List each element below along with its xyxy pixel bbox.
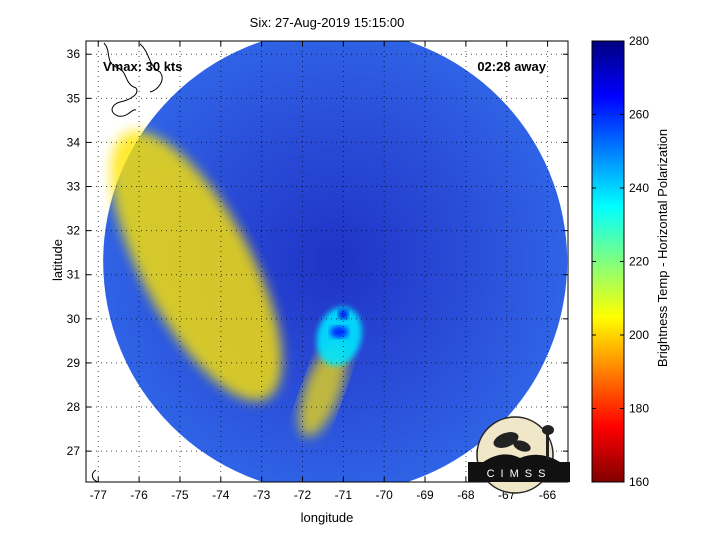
colorbar-tick-label: 200 xyxy=(629,328,649,342)
x-tick-label: -73 xyxy=(253,488,271,502)
y-axis: 27 28 29 30 31 32 33 34 35 36 xyxy=(67,47,568,458)
colorbar-label: Brightness Temp - Horizontal Polarizatio… xyxy=(655,129,670,367)
feature-cold-core-north xyxy=(338,309,349,320)
y-axis-label: latitude xyxy=(50,239,65,281)
y-tick-label: 29 xyxy=(67,356,81,370)
x-tick-label: -77 xyxy=(90,488,108,502)
coastline xyxy=(91,42,163,482)
feature-outer-band xyxy=(110,130,282,401)
y-tick-label: 35 xyxy=(67,91,81,105)
plot-area xyxy=(86,41,568,482)
colorbar-tick-label: 240 xyxy=(629,181,649,195)
colorbar-tick-label: 260 xyxy=(629,108,649,122)
y-tick-label: 33 xyxy=(67,180,81,194)
cimss-logo-text: CIMSS xyxy=(487,468,552,480)
y-tick-label: 34 xyxy=(67,135,81,149)
x-tick-label: -68 xyxy=(457,488,475,502)
colorbar-tick-label: 160 xyxy=(629,475,649,489)
colorbar-tick-label: 280 xyxy=(629,34,649,48)
vmax-annotation: Vmax: 30 kts xyxy=(103,59,183,74)
x-axis: -77 -76 -75 -74 -73 -72 -71 -70 -69 -68 -67 -66 xyxy=(90,41,557,502)
x-tick-label: -75 xyxy=(171,488,189,502)
x-tick-label: -69 xyxy=(416,488,434,502)
feature-cold-core-south xyxy=(330,326,349,339)
x-tick-label: -70 xyxy=(376,488,394,502)
plot-frame xyxy=(85,40,569,483)
grid-lines xyxy=(86,41,568,482)
x-tick-label: -66 xyxy=(539,488,557,502)
colorbar-tick-label: 220 xyxy=(629,255,649,269)
x-tick-label: -72 xyxy=(294,488,312,502)
y-tick-label: 30 xyxy=(67,312,81,326)
colorbar-ticks: 160 180 200 220 240 260 280 xyxy=(592,34,649,489)
colorbar-gradient xyxy=(591,40,625,483)
y-tick-label: 28 xyxy=(67,400,81,414)
colorbar: 160 180 200 220 240 260 280 Brightness Temp - … xyxy=(591,34,670,489)
cimss-logo: CIMSS xyxy=(468,416,570,494)
y-tick-label: 27 xyxy=(67,444,81,458)
colorbar-tick-label: 180 xyxy=(629,402,649,416)
x-axis-label: longitude xyxy=(301,510,354,525)
x-tick-label: -74 xyxy=(212,488,230,502)
chart-title: Six: 27-Aug-2019 15:15:00 xyxy=(250,15,405,30)
y-tick-label: 32 xyxy=(67,224,81,238)
y-tick-label: 31 xyxy=(67,268,81,282)
y-tick-label: 36 xyxy=(67,47,81,61)
x-tick-label: -76 xyxy=(130,488,148,502)
time-offset-annotation: 02:28 away xyxy=(477,59,546,74)
x-tick-label: -71 xyxy=(335,488,353,502)
feature-layer xyxy=(110,130,362,437)
